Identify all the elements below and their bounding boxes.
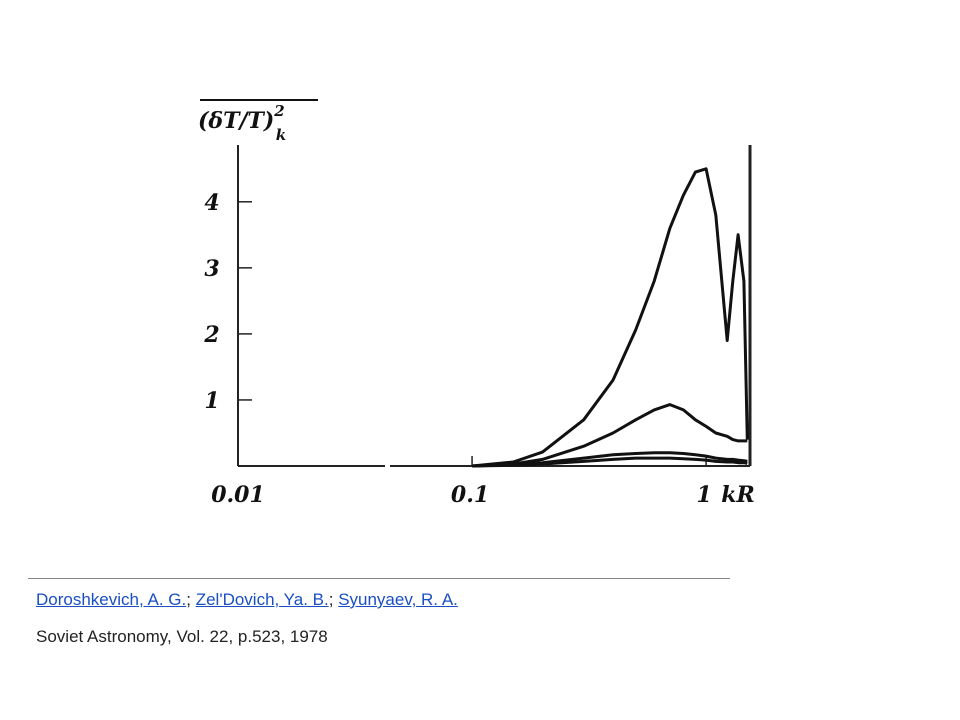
x-tick-label: 0.1 — [451, 482, 489, 508]
line-series — [472, 451, 748, 468]
y-tick-label: 1 — [204, 388, 219, 414]
y-label-sup: 2 — [273, 102, 284, 120]
author-link[interactable]: Zel'Dovich, Ya. B. — [195, 590, 329, 609]
y-axis-label: (δT/T)2 k — [198, 102, 286, 144]
separator: ; — [328, 590, 334, 609]
y-tick-label: 4 — [204, 190, 219, 216]
author-link[interactable]: Doroshkevich, A. G. — [36, 590, 187, 609]
y-label-main: (δT/T) — [198, 108, 274, 134]
y-tick-label: 3 — [204, 256, 219, 282]
separator: ; — [186, 590, 191, 609]
author-link[interactable]: Syunyaev, R. A. — [338, 590, 458, 609]
line-series — [471, 167, 749, 468]
divider — [28, 578, 730, 579]
y-tick-label: 2 — [203, 322, 219, 348]
source: Soviet Astronomy, Vol. 22, p.523, 1978 — [36, 627, 328, 646]
y-label-sub: k — [276, 126, 286, 144]
line-series — [472, 403, 748, 468]
line-series — [472, 456, 748, 468]
x-tick-label: 0.01 — [211, 482, 265, 508]
x-tick-label: 1 — [696, 482, 711, 508]
authors: Doroshkevich, A. G.; Zel'Dovich, Ya. B.;… — [36, 590, 458, 610]
x-axis-label: kR — [721, 482, 755, 508]
